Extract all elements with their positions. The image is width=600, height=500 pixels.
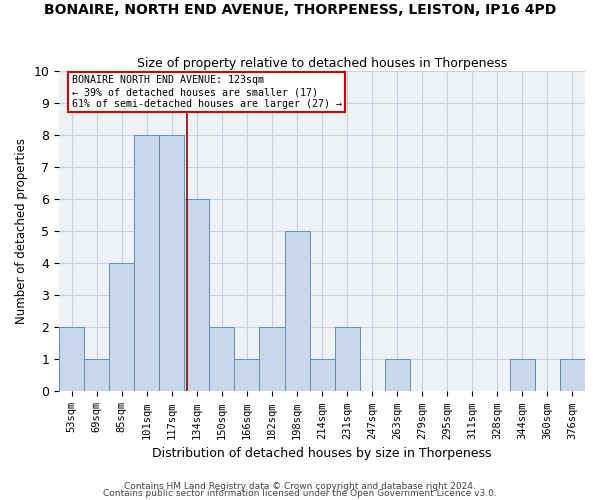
Bar (109, 263, 134, 392)
Text: Contains public sector information licensed under the Open Government Licence v3: Contains public sector information licen… (103, 489, 497, 498)
Bar (184, 199, 209, 392)
Bar (385, 360, 410, 392)
Bar (235, 360, 259, 392)
Y-axis label: Number of detached properties: Number of detached properties (15, 138, 28, 324)
Text: Contains HM Land Registry data © Crown copyright and database right 2024.: Contains HM Land Registry data © Crown c… (124, 482, 476, 491)
Bar (259, 328, 284, 392)
Bar (84, 360, 109, 392)
Bar (160, 135, 184, 392)
Bar (310, 360, 335, 392)
Bar (335, 328, 359, 392)
Text: BONAIRE NORTH END AVENUE: 123sqm
← 39% of detached houses are smaller (17)
61% o: BONAIRE NORTH END AVENUE: 123sqm ← 39% o… (72, 76, 342, 108)
Title: Size of property relative to detached houses in Thorpeness: Size of property relative to detached ho… (137, 56, 507, 70)
Bar (59, 328, 84, 392)
X-axis label: Distribution of detached houses by size in Thorpeness: Distribution of detached houses by size … (152, 447, 492, 460)
Bar (560, 360, 585, 392)
Bar (209, 328, 235, 392)
Bar (134, 135, 160, 392)
Text: BONAIRE, NORTH END AVENUE, THORPENESS, LEISTON, IP16 4PD: BONAIRE, NORTH END AVENUE, THORPENESS, L… (44, 2, 556, 16)
Bar (284, 231, 310, 392)
Bar (510, 360, 535, 392)
